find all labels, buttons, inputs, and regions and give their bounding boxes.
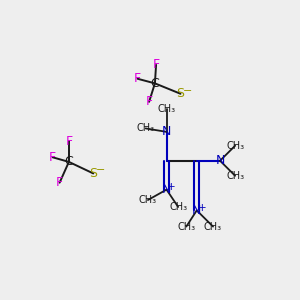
Text: S: S bbox=[176, 87, 184, 100]
Text: N: N bbox=[215, 154, 225, 167]
Text: S: S bbox=[89, 167, 97, 180]
Text: N: N bbox=[192, 204, 202, 217]
Text: F: F bbox=[146, 95, 153, 108]
Text: F: F bbox=[152, 58, 160, 71]
Text: F: F bbox=[56, 176, 63, 189]
Text: N: N bbox=[162, 183, 171, 196]
Text: +: + bbox=[167, 182, 176, 192]
Text: −: − bbox=[183, 86, 192, 96]
Text: C: C bbox=[151, 77, 159, 90]
Text: CH₃: CH₃ bbox=[169, 202, 187, 212]
Text: F: F bbox=[49, 151, 56, 164]
Text: N: N bbox=[162, 125, 171, 138]
Text: F: F bbox=[134, 72, 141, 85]
Text: CH₃: CH₃ bbox=[177, 222, 195, 232]
Text: +: + bbox=[198, 202, 206, 213]
Text: CH₃: CH₃ bbox=[139, 195, 157, 205]
Text: C: C bbox=[64, 155, 73, 168]
Text: CH₃: CH₃ bbox=[226, 141, 244, 151]
Text: CH₃: CH₃ bbox=[158, 104, 175, 114]
Text: CH₃: CH₃ bbox=[136, 123, 155, 134]
Text: CH₃: CH₃ bbox=[226, 171, 244, 181]
Text: CH₃: CH₃ bbox=[204, 222, 222, 232]
Text: −: − bbox=[96, 165, 105, 176]
Text: F: F bbox=[65, 135, 73, 148]
